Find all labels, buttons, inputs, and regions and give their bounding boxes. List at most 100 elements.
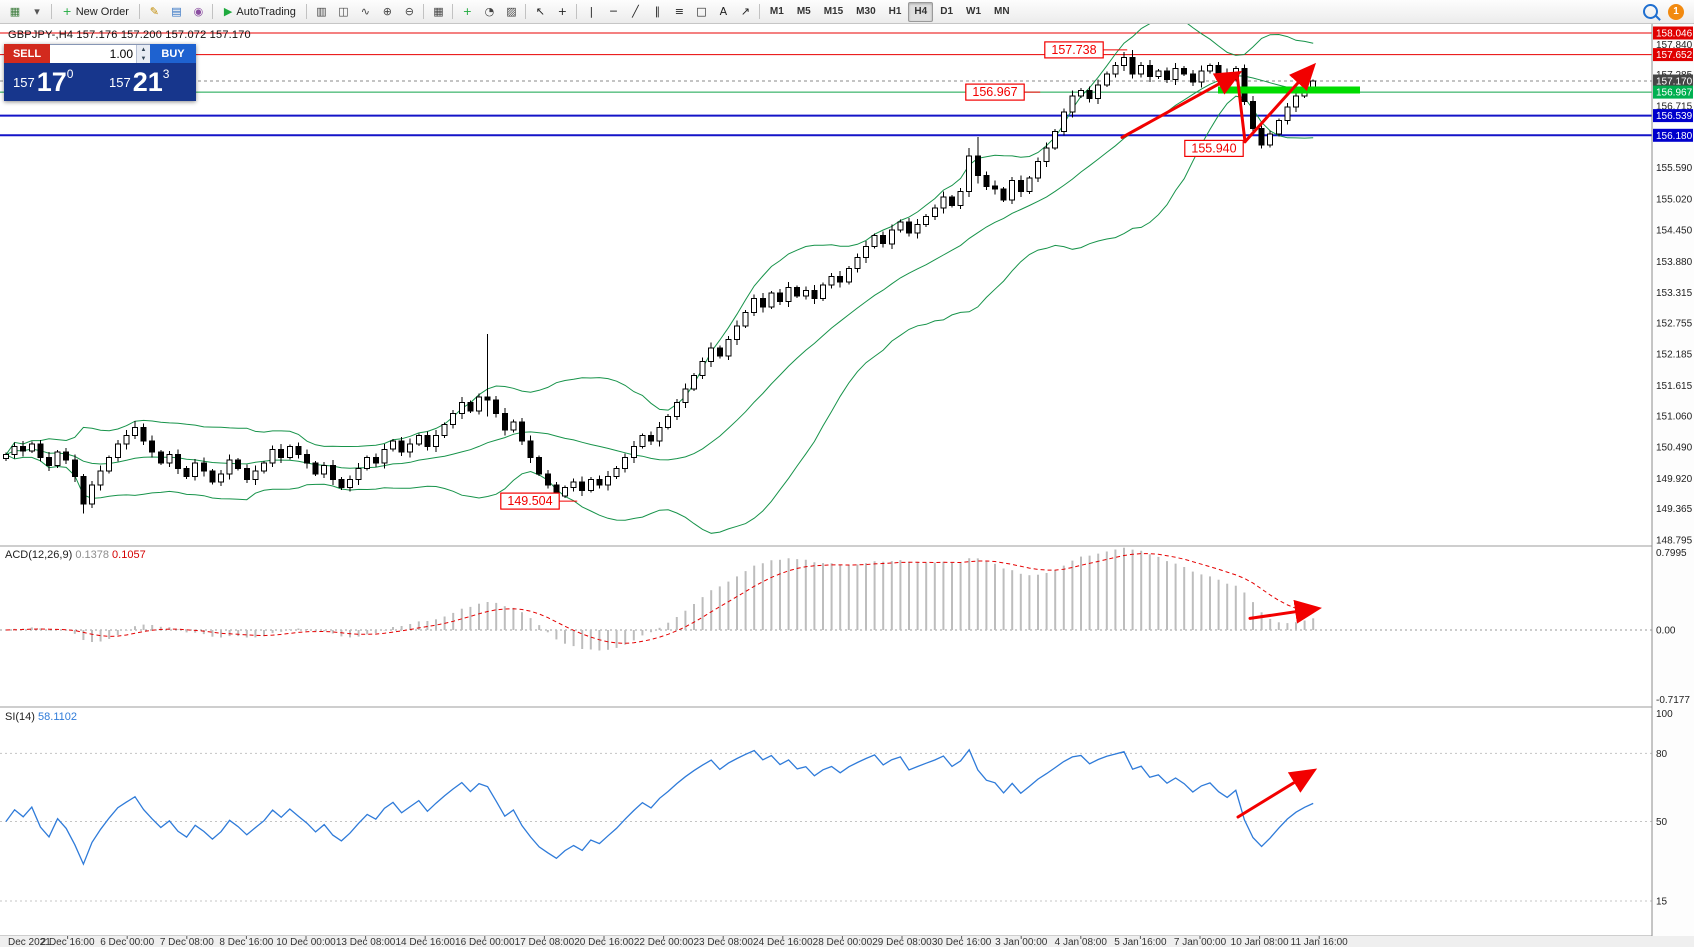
buy-price-big: 21: [132, 66, 163, 97]
indicators-icon: +: [462, 5, 473, 18]
annotation-text: 156.967: [972, 85, 1017, 99]
price-scale-label: 152.755: [1656, 318, 1693, 329]
price-scale-label: 151.060: [1656, 411, 1693, 422]
time-axis-label: 17 Dec 08:00: [515, 937, 575, 947]
price-marker-label: 158.046: [1656, 29, 1693, 40]
chart-window[interactable]: 157.738 156.967 155.940 149.504 158.046 157.8…: [0, 24, 1694, 947]
buy-price[interactable]: 157 21 3: [100, 63, 196, 101]
text-button[interactable]: A: [713, 1, 734, 22]
trend-arrow[interactable]: [1120, 70, 1243, 139]
vertical-line-button[interactable]: |: [581, 1, 602, 22]
trendline-button[interactable]: ╱: [625, 1, 646, 22]
search-icon[interactable]: [1643, 4, 1658, 19]
timeframe-h4[interactable]: H4: [908, 1, 934, 22]
candlestick-chart-button[interactable]: ◫: [333, 1, 354, 22]
arrows-tool-button[interactable]: ↗: [735, 1, 756, 22]
buy-price-sup: 3: [162, 67, 170, 81]
chart-profiles-caret-icon: ▾: [34, 5, 40, 18]
price-scale-label: 149.365: [1656, 504, 1693, 515]
notification-badge[interactable]: 1: [1668, 3, 1684, 20]
time-axis-label: 7 Dec 08:00: [160, 937, 214, 947]
support-zone-band[interactable]: [1218, 86, 1360, 94]
timeframe-mn[interactable]: MN: [994, 6, 1010, 17]
macd-arrow[interactable]: [1248, 599, 1322, 624]
cursor-button[interactable]: ↖: [530, 1, 551, 22]
line-chart-icon: ∿: [360, 5, 371, 18]
text-icon: A: [719, 5, 728, 18]
buy-button[interactable]: BUY: [150, 44, 196, 63]
shapes-button[interactable]: □: [691, 1, 712, 22]
candlestick-chart-icon: ◫: [338, 5, 349, 18]
chart-profiles-caret[interactable]: ▾: [27, 1, 48, 22]
fibonacci-button[interactable]: ≡: [669, 1, 690, 22]
channel-button[interactable]: ∥: [647, 1, 668, 22]
timeframe-m1[interactable]: M1: [769, 6, 784, 17]
rsi-arrow[interactable]: [1236, 768, 1318, 819]
time-axis-label: 22 Dec 00:00: [634, 937, 694, 947]
annotation-box[interactable]: [1044, 41, 1104, 59]
annotation-box[interactable]: [1184, 139, 1244, 158]
indicators-button[interactable]: +: [457, 1, 478, 22]
fibonacci-icon: ≡: [674, 5, 685, 18]
zoom-out-button[interactable]: ⊖: [399, 1, 420, 22]
trend-arrows: [1120, 62, 1322, 819]
price-marker-bid: [1653, 74, 1693, 88]
volume-input[interactable]: 1.00: [109, 47, 133, 61]
metaeditor-button[interactable]: ✎: [144, 1, 165, 22]
trend-arrow[interactable]: [1235, 72, 1247, 144]
price-marker-label: 156.967: [1656, 88, 1693, 99]
timeframe-m5[interactable]: M5: [796, 6, 811, 17]
price-scale-label: 156.715: [1656, 101, 1693, 112]
timeframe-m30[interactable]: M30: [856, 6, 876, 17]
annotation-box[interactable]: [500, 492, 560, 510]
macd-signal-line: [5, 553, 1314, 644]
tile-windows-icon: ▦: [433, 5, 444, 18]
macd-scale-label: -0.7177: [1656, 695, 1690, 706]
price-scale-label: 150.490: [1656, 443, 1693, 454]
volume-up-button[interactable]: ▲: [137, 45, 150, 54]
annotation-text: 149.504: [507, 494, 552, 508]
market-button[interactable]: ▤: [166, 1, 187, 22]
time-axis-label: 29 Dec 08:00: [872, 937, 932, 947]
new-order-button[interactable]: + New Order: [56, 1, 136, 22]
zoom-in-button[interactable]: ⊕: [377, 1, 398, 22]
time-axis-label: 28 Dec 00:00: [813, 937, 873, 947]
timeframe-h1[interactable]: H1: [888, 6, 902, 17]
bar-chart-button[interactable]: ▥: [311, 1, 332, 22]
volume-down-button[interactable]: ▼: [137, 54, 150, 63]
time-axis-label: 7 Jan 00:00: [1174, 937, 1227, 947]
rsi-scale-label: 80: [1656, 749, 1668, 760]
community-button[interactable]: ◉: [188, 1, 209, 22]
timeframe-m15[interactable]: M15: [823, 6, 844, 17]
timeframe-d1[interactable]: D1: [940, 6, 954, 17]
templates-icon: ▨: [506, 5, 517, 18]
new-chart-button[interactable]: ▦: [5, 1, 26, 22]
time-axis-label: 3 Jan 00:00: [995, 937, 1048, 947]
sell-button[interactable]: SELL: [4, 44, 50, 63]
price-marker-red: [1653, 48, 1693, 62]
horizontal-line-button[interactable]: ─: [603, 1, 624, 22]
templates-button[interactable]: ▨: [501, 1, 522, 22]
tile-windows-button[interactable]: ▦: [428, 1, 449, 22]
shapes-icon: □: [696, 5, 707, 18]
price-scale[interactable]: 158.046157.840157.652157.285157.170156.9…: [1651, 24, 1694, 936]
arrows-tool-icon: ↗: [740, 5, 751, 18]
metaeditor-icon: ✎: [149, 5, 160, 18]
macd-scale-label: 0.00: [1656, 626, 1676, 637]
trend-arrow[interactable]: [1243, 62, 1317, 144]
timeframe-w1[interactable]: W1: [966, 6, 982, 17]
periods-button[interactable]: ◔: [479, 1, 500, 22]
crosshair-button[interactable]: +: [552, 1, 573, 22]
trendline-icon: ╱: [632, 5, 639, 18]
autotrading-button[interactable]: ▶ AutoTrading: [217, 1, 303, 22]
autotrading-icon: ▶: [223, 5, 233, 18]
line-chart-button[interactable]: ∿: [355, 1, 376, 22]
annotation-box[interactable]: [965, 83, 1025, 101]
macd-indicator-label: ACD(12,26,9) 0.1378 0.1057: [5, 549, 146, 561]
time-axis-label: 24 Dec 16:00: [753, 937, 813, 947]
chart-canvas[interactable]: 157.738 156.967 155.940 149.504 158.046157.8…: [0, 24, 1694, 947]
macd-value: 0.1378: [75, 549, 109, 561]
price-marker-red: [1653, 26, 1693, 40]
sell-price[interactable]: 157 17 0: [4, 63, 100, 101]
